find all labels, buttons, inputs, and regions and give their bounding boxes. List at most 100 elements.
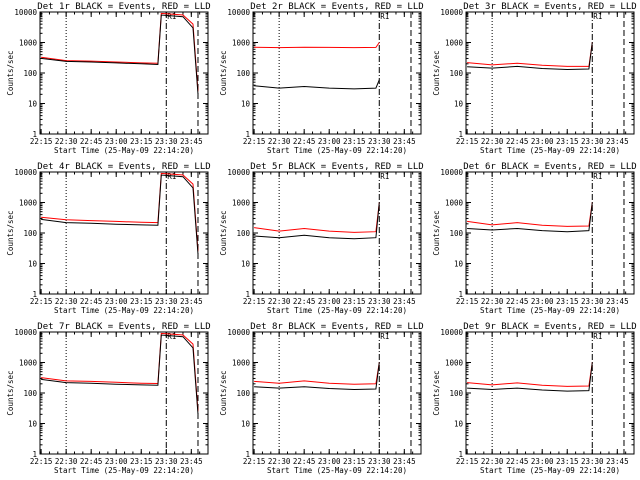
x-axis-label: Start Time (25-May-09 22:14:20)	[267, 146, 407, 155]
series-events-line	[467, 202, 593, 233]
marker-label: R1	[380, 332, 389, 341]
x-tick-label: 23:45	[180, 297, 203, 306]
x-tick-label: 22:45	[293, 297, 316, 306]
y-tick-label: 10000	[440, 168, 463, 177]
y-axis-label: Counts/sec	[432, 210, 441, 255]
x-tick-label: 23:15	[343, 457, 366, 466]
series-events-line	[467, 42, 593, 71]
y-axis-label: Counts/sec	[219, 210, 228, 255]
x-axis-label: Start Time (25-May-09 22:14:20)	[267, 306, 407, 315]
y-tick-label: 1000	[445, 359, 464, 368]
x-tick-label: 22:45	[80, 297, 103, 306]
y-tick-label: 1000	[232, 359, 251, 368]
x-tick-label: 23:15	[343, 297, 366, 306]
x-tick-label: 22:15	[456, 297, 479, 306]
y-tick-label: 1	[32, 130, 37, 139]
x-tick-label: 22:45	[293, 137, 316, 146]
x-tick-label: 22:15	[243, 457, 266, 466]
x-tick-label: 23:00	[531, 297, 554, 306]
series-lld-line	[467, 362, 593, 387]
x-tick-label: 23:30	[581, 297, 604, 306]
series-lld-line	[41, 172, 199, 252]
x-tick-label: 22:15	[30, 297, 53, 306]
series-events-line	[41, 334, 199, 415]
x-tick-label: 22:30	[268, 297, 291, 306]
marker-label: R1	[380, 12, 389, 21]
y-tick-label: 10	[28, 100, 38, 109]
marker-label: R1	[593, 172, 602, 181]
y-tick-label: 1000	[232, 39, 251, 48]
panel-title: Det 4r BLACK = Events, RED = LLD	[37, 162, 210, 172]
x-tick-label: 23:45	[606, 137, 629, 146]
y-tick-label: 100	[236, 69, 250, 78]
y-tick-label: 1	[245, 290, 250, 299]
x-tick-label: 23:45	[393, 297, 416, 306]
y-tick-label: 100	[449, 389, 463, 398]
x-tick-label: 23:00	[531, 457, 554, 466]
panel-1: Det 1r BLACK = Events, RED = LLD 1 10 100 10…	[6, 2, 211, 155]
y-tick-label: 10	[241, 260, 251, 269]
marker-label: R1	[380, 172, 389, 181]
panel-4: Det 4r BLACK = Events, RED = LLD 1 10 100 10…	[6, 162, 211, 315]
marker-label: R1	[167, 332, 176, 341]
y-axis-label: Counts/sec	[219, 50, 228, 95]
panel-7: Det 7r BLACK = Events, RED = LLD 1 10 100 10…	[6, 322, 211, 475]
x-tick-label: 23:30	[155, 457, 178, 466]
x-axis-label: Start Time (25-May-09 22:14:20)	[267, 466, 407, 475]
series-lld-line	[41, 12, 199, 92]
x-tick-label: 22:45	[506, 297, 529, 306]
x-tick-label: 22:15	[243, 137, 266, 146]
plot-frame	[39, 11, 209, 135]
y-tick-label: 1	[458, 290, 463, 299]
y-axis-label: Counts/sec	[6, 50, 15, 95]
plot-frame	[252, 11, 422, 135]
series-events-line	[254, 362, 380, 391]
panel-2: Det 2r BLACK = Events, RED = LLD 1 10 100 10…	[219, 2, 424, 155]
x-tick-label: 23:45	[180, 457, 203, 466]
series-events-line	[41, 14, 199, 95]
marker-label: R1	[167, 12, 176, 21]
y-tick-label: 100	[449, 69, 463, 78]
x-axis-label: Start Time (25-May-09 22:14:20)	[54, 306, 194, 315]
x-tick-label: 23:15	[130, 137, 153, 146]
x-axis-label: Start Time (25-May-09 22:14:20)	[480, 306, 620, 315]
x-tick-label: 23:00	[105, 137, 128, 146]
y-axis-label: Counts/sec	[6, 210, 15, 255]
x-tick-label: 23:45	[180, 137, 203, 146]
series-lld-line	[254, 42, 380, 49]
series-lld-line	[254, 362, 380, 385]
y-axis-label: Counts/sec	[6, 370, 15, 415]
y-tick-label: 10	[454, 420, 464, 429]
series-events-line	[41, 174, 199, 255]
x-tick-label: 23:15	[556, 137, 579, 146]
y-tick-label: 100	[23, 69, 37, 78]
y-tick-label: 10000	[227, 328, 250, 337]
x-tick-label: 23:15	[130, 297, 153, 306]
y-tick-label: 1000	[19, 359, 38, 368]
y-axis-label: Counts/sec	[432, 370, 441, 415]
x-tick-label: 23:45	[606, 297, 629, 306]
x-tick-label: 23:15	[556, 297, 579, 306]
y-tick-label: 10000	[440, 8, 463, 17]
x-tick-label: 22:45	[80, 457, 103, 466]
x-tick-label: 23:00	[318, 137, 341, 146]
series-lld-line	[467, 42, 593, 67]
x-tick-label: 23:00	[531, 137, 554, 146]
x-tick-label: 23:15	[130, 457, 153, 466]
x-tick-label: 22:30	[481, 137, 504, 146]
x-tick-label: 22:30	[268, 137, 291, 146]
x-tick-label: 23:15	[556, 457, 579, 466]
panel-title: Det 6r BLACK = Events, RED = LLD	[463, 162, 636, 172]
y-tick-label: 10	[454, 260, 464, 269]
x-tick-label: 23:30	[581, 137, 604, 146]
y-tick-label: 10	[454, 100, 464, 109]
x-tick-label: 23:30	[155, 137, 178, 146]
x-tick-label: 23:00	[105, 457, 128, 466]
x-tick-label: 23:00	[318, 297, 341, 306]
y-tick-label: 1	[32, 290, 37, 299]
plot-frame	[465, 11, 635, 135]
plot-frame	[39, 331, 209, 455]
x-tick-label: 22:30	[55, 137, 78, 146]
y-tick-label: 10000	[440, 328, 463, 337]
panel-title: Det 3r BLACK = Events, RED = LLD	[463, 2, 636, 12]
